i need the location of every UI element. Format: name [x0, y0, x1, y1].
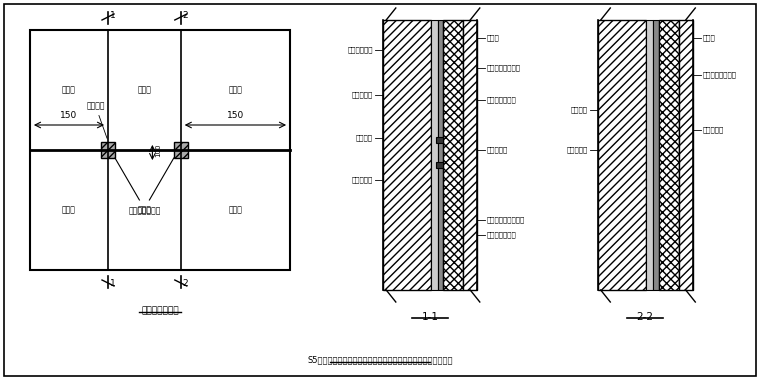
- Bar: [431, 20, 438, 290]
- Bar: [597, 20, 645, 290]
- Text: 采用云石胶固定: 采用云石胶固定: [487, 232, 517, 238]
- Text: 云石胶快速固定: 云石胶快速固定: [487, 97, 517, 103]
- Text: 玻化砖: 玻化砖: [487, 35, 500, 41]
- Bar: [645, 20, 653, 290]
- Bar: [653, 20, 658, 290]
- Bar: [436, 137, 443, 143]
- Bar: [101, 142, 115, 158]
- Text: 射钉固定: 射钉固定: [356, 135, 373, 141]
- Text: 墙体抹灰层: 墙体抹灰层: [566, 147, 587, 153]
- Bar: [443, 20, 463, 290]
- Text: 射钉固定: 射钉固定: [86, 101, 107, 138]
- Bar: [174, 142, 188, 158]
- Bar: [30, 30, 290, 270]
- Text: 150: 150: [60, 111, 78, 120]
- Text: 1: 1: [110, 280, 116, 288]
- Text: 玻化砖: 玻化砖: [229, 206, 242, 214]
- Text: 1: 1: [110, 11, 116, 21]
- Text: 2-2: 2-2: [637, 312, 654, 322]
- Text: 玻化砖: 玻化砖: [702, 35, 715, 41]
- Bar: [679, 20, 692, 290]
- Bar: [436, 162, 443, 168]
- Text: 结构墙体基层: 结构墙体基层: [347, 47, 373, 53]
- Bar: [658, 20, 679, 290]
- Text: 玻化砖: 玻化砖: [138, 86, 151, 95]
- Bar: [383, 20, 431, 290]
- Text: 不锈钢混凝挂件: 不锈钢混凝挂件: [128, 206, 160, 215]
- Text: 玻化砖背面开槽开槽: 玻化砖背面开槽开槽: [487, 217, 525, 223]
- Text: 玻化砖: 玻化砖: [62, 206, 76, 214]
- Text: 150: 150: [226, 111, 244, 120]
- Text: 填缝剂填缝: 填缝剂填缝: [702, 127, 724, 133]
- Text: 2: 2: [183, 280, 188, 288]
- Text: 玻化砖: 玻化砖: [229, 86, 242, 95]
- Text: 100: 100: [155, 143, 161, 157]
- Text: S5工程精装修大堂墙面湿贴工艺玻化砖湿贴局部加强做法示意图: S5工程精装修大堂墙面湿贴工艺玻化砖湿贴局部加强做法示意图: [307, 355, 453, 364]
- Text: 玻化砖: 玻化砖: [138, 206, 151, 214]
- Text: 1-1: 1-1: [422, 312, 439, 322]
- Text: 填缝剂填缝: 填缝剂填缝: [487, 147, 508, 153]
- Text: 玻化砖: 玻化砖: [62, 86, 76, 95]
- Text: 墙体基层: 墙体基层: [571, 107, 587, 113]
- Text: 墙砖立面示意图: 墙砖立面示意图: [141, 306, 179, 315]
- Text: 2: 2: [183, 11, 188, 21]
- Text: 玻化砖强力粘结剂: 玻化砖强力粘结剂: [702, 72, 736, 78]
- Text: 墙体抹灰层: 墙体抹灰层: [352, 92, 373, 98]
- Bar: [463, 20, 477, 290]
- Text: 玻化砖强力粘结剂: 玻化砖强力粘结剂: [487, 65, 521, 71]
- Bar: [438, 20, 443, 290]
- Text: 不锈钢挂件: 不锈钢挂件: [352, 177, 373, 183]
